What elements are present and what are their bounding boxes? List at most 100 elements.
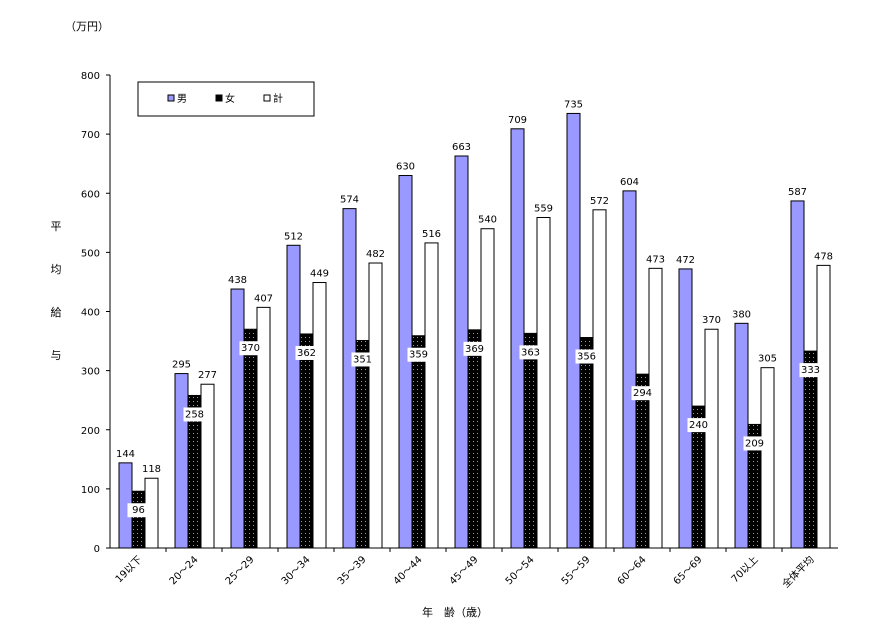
bar-female bbox=[243, 328, 258, 549]
bar-total bbox=[312, 282, 327, 549]
bar-male bbox=[286, 244, 301, 549]
bar-total bbox=[592, 209, 607, 549]
data-label-box bbox=[799, 363, 822, 378]
data-label-female: 356 bbox=[577, 352, 596, 363]
data-label-box bbox=[519, 345, 542, 360]
x-tick-label: 40～44 bbox=[392, 554, 425, 587]
data-label-total: 559 bbox=[534, 203, 553, 214]
unit-label: （万円） bbox=[65, 20, 109, 33]
y-tick-label: 700 bbox=[81, 130, 100, 141]
bar-male bbox=[734, 322, 749, 549]
bar-female bbox=[411, 335, 426, 549]
data-label-male: 587 bbox=[788, 187, 807, 198]
bar-female bbox=[523, 332, 538, 549]
bar-female bbox=[467, 329, 482, 549]
y-tick-label: 0 bbox=[94, 544, 100, 555]
bar-total bbox=[536, 216, 551, 549]
data-label-male: 512 bbox=[284, 231, 303, 242]
data-label-total: 118 bbox=[142, 464, 161, 475]
data-label-male: 438 bbox=[228, 275, 247, 286]
data-label-box bbox=[407, 347, 430, 362]
data-label-total: 473 bbox=[646, 254, 665, 265]
x-tick-label: 30～34 bbox=[280, 554, 313, 587]
bar-male bbox=[230, 288, 245, 549]
bar-total bbox=[704, 328, 719, 549]
bar-male bbox=[398, 175, 413, 549]
data-label-total: 305 bbox=[758, 354, 777, 365]
data-label-total: 277 bbox=[198, 370, 217, 381]
x-tick-label: 20～24 bbox=[168, 554, 201, 587]
data-label-male: 709 bbox=[508, 115, 527, 126]
legend-swatch-total bbox=[263, 94, 271, 102]
bar-male bbox=[566, 112, 581, 549]
bar-male bbox=[342, 208, 357, 549]
data-label-box bbox=[295, 345, 318, 360]
x-axis-title: 年 齢（歳） bbox=[422, 605, 488, 619]
data-label-female: 333 bbox=[801, 365, 820, 376]
data-label-box bbox=[463, 341, 486, 356]
y-tick-label: 300 bbox=[81, 367, 100, 378]
data-label-male: 380 bbox=[732, 309, 751, 320]
bar-female bbox=[635, 373, 650, 549]
data-label-female: 363 bbox=[521, 347, 540, 358]
data-label-box bbox=[183, 407, 206, 422]
x-tick-label: 50～54 bbox=[504, 554, 537, 587]
bar-female bbox=[131, 490, 146, 549]
data-label-female: 294 bbox=[633, 388, 652, 399]
data-label-male: 295 bbox=[172, 360, 191, 371]
data-label-female: 362 bbox=[297, 348, 316, 359]
data-label-female: 351 bbox=[353, 354, 372, 365]
y-tick-label: 100 bbox=[81, 485, 100, 496]
data-label-male: 472 bbox=[676, 255, 695, 266]
data-label-female: 258 bbox=[185, 409, 204, 420]
data-label-male: 663 bbox=[452, 142, 471, 153]
data-label-total: 478 bbox=[814, 251, 833, 262]
data-label-female: 209 bbox=[745, 438, 764, 449]
bar-female bbox=[355, 339, 370, 549]
y-tick-label: 500 bbox=[81, 248, 100, 259]
x-tick-label: 35～39 bbox=[336, 554, 369, 587]
data-label-male: 604 bbox=[620, 177, 639, 188]
y-tick-label: 200 bbox=[81, 426, 100, 437]
x-tick-label: 65～69 bbox=[672, 554, 705, 587]
data-label-male: 574 bbox=[340, 195, 359, 206]
data-label-male: 630 bbox=[396, 162, 415, 173]
legend-label-total: 計 bbox=[273, 92, 283, 105]
bar-female bbox=[803, 350, 818, 549]
bar-male bbox=[622, 190, 637, 549]
data-label-box bbox=[631, 386, 654, 401]
data-label-box bbox=[127, 503, 150, 518]
bar-male bbox=[174, 373, 189, 549]
y-axis-title-char: 給 bbox=[51, 305, 62, 319]
legend-label-female: 女 bbox=[225, 92, 235, 105]
data-label-box bbox=[687, 418, 710, 433]
data-label-female: 96 bbox=[132, 505, 145, 516]
bar-total bbox=[256, 306, 271, 549]
data-label-box bbox=[575, 349, 598, 364]
data-label-female: 359 bbox=[409, 350, 428, 361]
legend-swatch-female bbox=[215, 94, 223, 102]
data-label-male: 735 bbox=[564, 99, 583, 110]
bar-total bbox=[648, 267, 663, 549]
data-label-female: 369 bbox=[465, 344, 484, 355]
data-label-box bbox=[743, 436, 766, 451]
x-tick-labels: 19以下 20～24 25～29 30～34 35～39 40～44 45～49 50～54 5… bbox=[114, 553, 817, 590]
bar-female bbox=[299, 333, 314, 549]
y-axis-title-char: 与 bbox=[51, 349, 62, 362]
legend-swatch-male bbox=[167, 94, 175, 102]
bar-total bbox=[480, 228, 495, 549]
data-label-female: 240 bbox=[689, 420, 708, 431]
data-label-box bbox=[239, 341, 262, 356]
data-label-total: 516 bbox=[422, 229, 441, 240]
legend: 男女計 bbox=[137, 81, 315, 117]
data-label-total: 572 bbox=[590, 196, 609, 207]
data-label-total: 370 bbox=[702, 315, 721, 326]
data-label-female: 370 bbox=[241, 343, 260, 354]
data-label-total: 482 bbox=[366, 249, 385, 260]
bar-total bbox=[368, 262, 383, 549]
data-label-male: 144 bbox=[116, 449, 135, 460]
bar-male bbox=[510, 128, 525, 549]
x-tick-label: 45～49 bbox=[448, 554, 481, 587]
